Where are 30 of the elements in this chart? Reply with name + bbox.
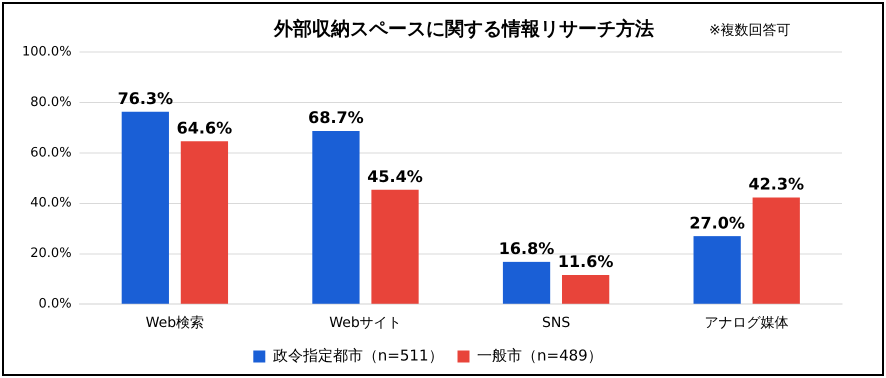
data-label: 27.0% (689, 213, 745, 232)
y-tick-label: 100.0% (22, 44, 72, 60)
data-label: 11.6% (558, 252, 614, 272)
data-label: 16.8% (498, 238, 554, 258)
chart-subtitle: ※複数回答可 (709, 22, 791, 39)
legend-label: 一般市（n=489） (477, 346, 603, 364)
bar (752, 198, 800, 304)
bar (312, 130, 360, 304)
data-label: 68.7% (308, 108, 364, 128)
bar (562, 274, 610, 304)
x-tick-label: アナログ媒体 (704, 315, 789, 332)
y-tick-label: 40.0% (30, 196, 72, 211)
data-label: 45.4% (367, 166, 423, 186)
y-tick-label: 60.0% (30, 145, 72, 160)
x-tick-label: Webサイト (329, 315, 402, 332)
data-label: 76.3% (118, 88, 174, 108)
bar (694, 236, 741, 304)
bar (502, 262, 550, 304)
bar (180, 141, 228, 304)
y-tick-label: 0.0% (38, 296, 72, 312)
x-tick-label: Web検索 (146, 315, 204, 332)
bar (371, 190, 419, 304)
chart-title: 外部収納スペースに関する情報リサーチ方法 (273, 18, 654, 40)
data-label: 64.6% (176, 118, 232, 138)
y-tick-label: 80.0% (30, 94, 72, 110)
legend-label: 政令指定都市（n=511） (272, 346, 444, 364)
bar (122, 112, 169, 304)
x-tick-label: SNS (542, 315, 570, 332)
y-tick-label: 20.0% (30, 246, 72, 262)
data-label: 42.3% (748, 174, 804, 194)
